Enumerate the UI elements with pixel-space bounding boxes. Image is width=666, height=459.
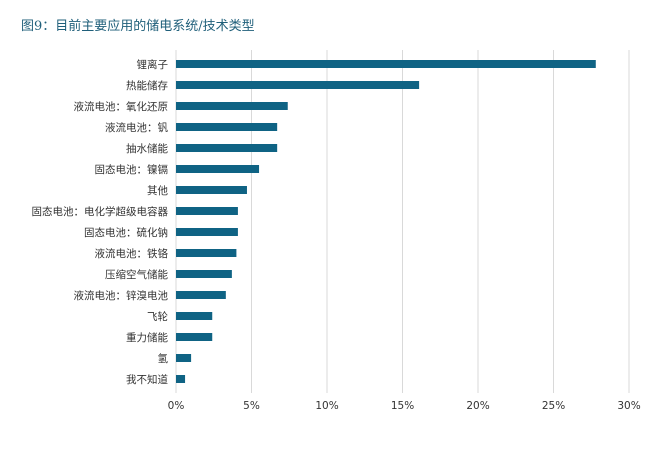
x-tick-label: 30% <box>617 400 640 412</box>
category-label: 压缩空气储能 <box>105 268 168 281</box>
category-label: 其他 <box>147 184 168 197</box>
grid-lines <box>175 50 630 393</box>
figure-title: 图9：目前主要应用的储电系统/技术类型 <box>21 19 255 34</box>
bar-9 <box>176 249 237 257</box>
category-label: 固态电池：硫化钠 <box>84 226 168 239</box>
category-label: 固态电池：电化学超级电容器 <box>32 205 169 218</box>
bar-0 <box>176 60 596 68</box>
bar-2 <box>176 102 288 110</box>
x-tick-label: 10% <box>315 400 338 412</box>
category-label: 液流电池：钒 <box>105 121 168 134</box>
category-label: 液流电池：铁铬 <box>95 247 169 260</box>
category-label: 我不知道 <box>126 373 168 386</box>
bar-14 <box>176 354 192 362</box>
bar-15 <box>176 375 186 383</box>
x-tick-label: 25% <box>542 400 565 412</box>
x-tick-label: 15% <box>391 400 414 412</box>
bar-10 <box>176 270 232 278</box>
x-tick-label: 20% <box>466 400 489 412</box>
category-label: 液流电池：氧化还原 <box>74 100 169 113</box>
bar-13 <box>176 333 213 341</box>
bar-8 <box>176 228 238 236</box>
x-axis-ticks: 0% 5% 10% 15% 20% 25% 30% <box>168 400 641 412</box>
bar-5 <box>176 165 260 173</box>
category-label: 锂离子 <box>137 58 169 71</box>
x-tick-label: 5% <box>243 400 260 412</box>
category-label: 氢 <box>158 352 169 365</box>
category-label: 液流电池：锌溴电池 <box>74 289 169 302</box>
bar-1 <box>176 81 420 89</box>
category-labels: 锂离子热能储存液流电池：氧化还原液流电池：钒抽水储能固态电池：镍镉其他固态电池：… <box>32 58 169 386</box>
bar-3 <box>176 123 278 131</box>
category-label: 抽水储能 <box>126 142 168 155</box>
category-label: 重力储能 <box>126 331 168 344</box>
bar-6 <box>176 186 247 194</box>
bar-4 <box>176 144 278 152</box>
bars <box>176 60 596 383</box>
category-label: 热能储存 <box>126 79 168 92</box>
category-label: 飞轮 <box>147 310 168 323</box>
bar-11 <box>176 291 226 299</box>
x-tick-label: 0% <box>168 400 185 412</box>
category-label: 固态电池：镍镉 <box>95 163 169 176</box>
bar-12 <box>176 312 213 320</box>
bar-7 <box>176 207 238 215</box>
